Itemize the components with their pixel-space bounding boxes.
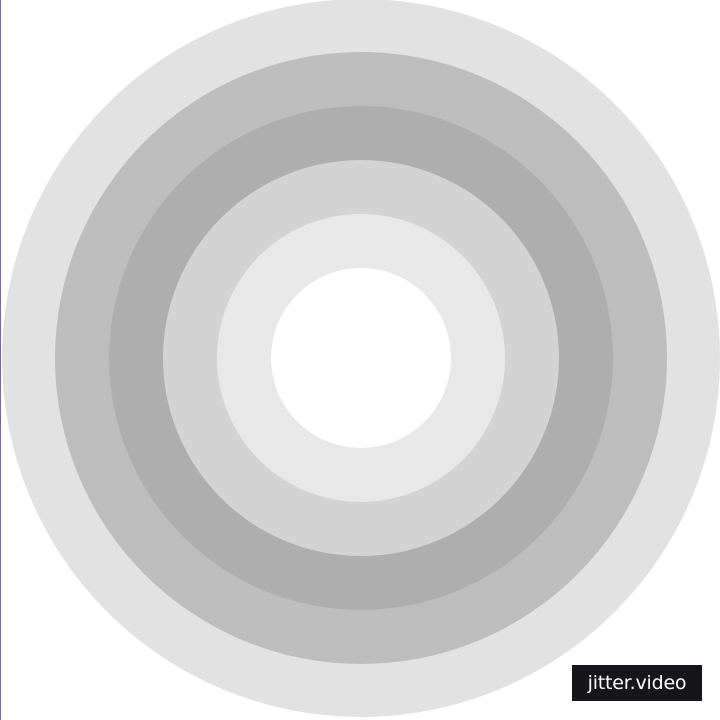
ring-center xyxy=(271,268,451,448)
watermark-badge[interactable]: jitter.video xyxy=(572,665,702,701)
left-edge-line xyxy=(0,0,1,720)
